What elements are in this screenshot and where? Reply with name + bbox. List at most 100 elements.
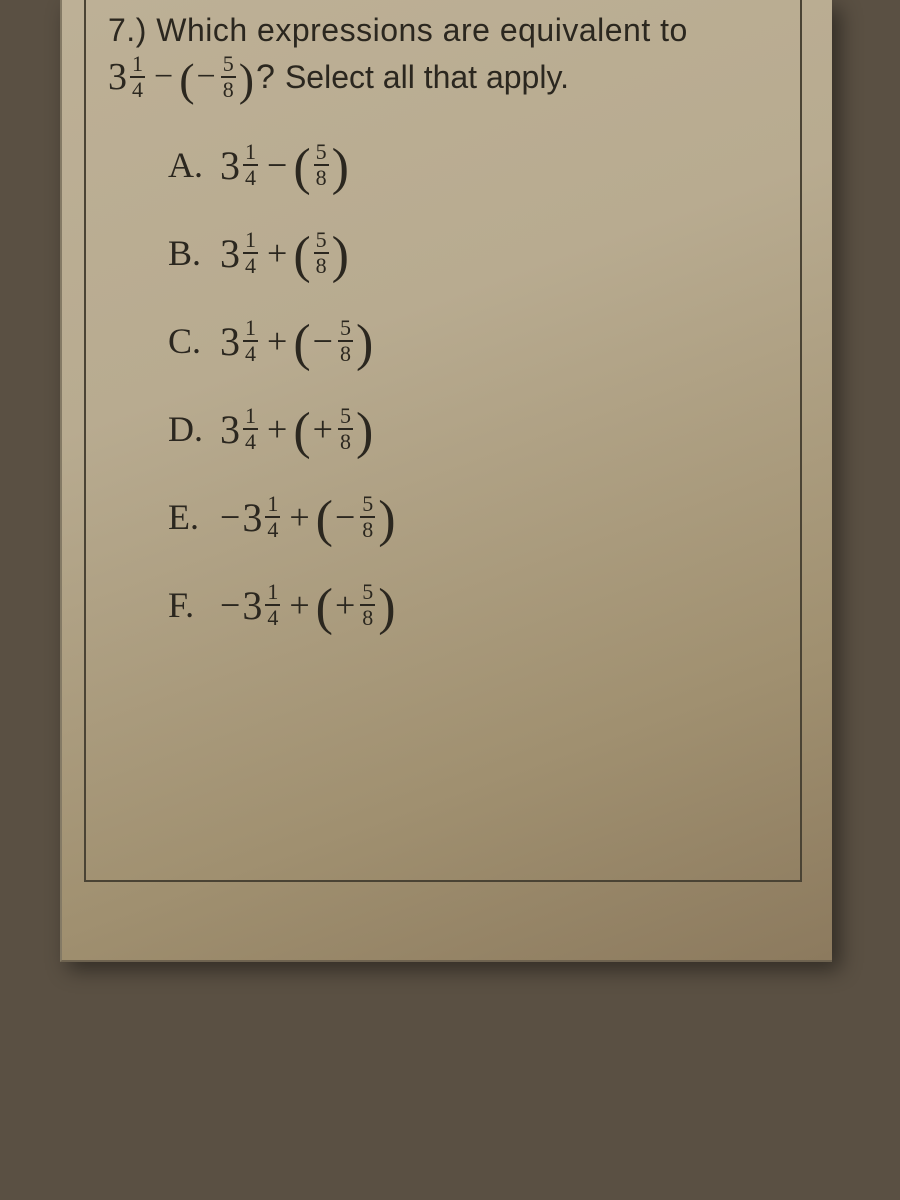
choice-label: E. xyxy=(168,496,220,538)
question-content: 7.) Which expressions are equivalent to … xyxy=(86,0,800,629)
question-expression: 3 1 4 − ( − 5 8 ) ? xyxy=(108,53,275,101)
paren-sign: + xyxy=(313,408,333,450)
choice-fraction: 14 xyxy=(243,405,258,453)
choice-whole: 3 xyxy=(220,318,240,365)
choice-expression: 314+(58) xyxy=(220,229,349,277)
choice-den: 4 xyxy=(265,607,280,629)
paren-sign: − xyxy=(313,320,333,362)
choice-fraction: 14 xyxy=(243,317,258,365)
choice-label: F. xyxy=(168,584,220,626)
choice-fraction: 14 xyxy=(243,141,258,189)
paren-den: 8 xyxy=(360,519,375,541)
choice-whole: 3 xyxy=(242,494,262,541)
lparen: ( xyxy=(293,152,310,183)
choice-expression: 314+(−58) xyxy=(220,317,373,365)
choice-fraction: 14 xyxy=(243,229,258,277)
choice-op: + xyxy=(267,408,287,450)
paren-fraction: 58 xyxy=(360,581,375,629)
choice-den: 4 xyxy=(243,343,258,365)
choice-op: + xyxy=(267,320,287,362)
question-number: 7.) xyxy=(108,12,147,48)
paren-num: 5 xyxy=(338,405,353,427)
paren-fraction: 58 xyxy=(360,493,375,541)
choice-fraction: 14 xyxy=(265,581,280,629)
paren-den: 8 xyxy=(338,431,353,453)
question-frame: 7.) Which expressions are equivalent to … xyxy=(84,0,802,882)
choice-op: + xyxy=(267,232,287,274)
lhs-num: 1 xyxy=(130,53,145,75)
worksheet-page: 7.) Which expressions are equivalent to … xyxy=(60,0,832,962)
choice-den: 4 xyxy=(243,255,258,277)
choice-row: A.314−(58) xyxy=(168,141,774,189)
lparen: ( xyxy=(293,328,310,359)
paren-num: 5 xyxy=(360,581,375,603)
rparen: ) xyxy=(332,152,349,183)
rparen: ) xyxy=(378,504,395,535)
rparen: ) xyxy=(356,328,373,359)
choice-num: 1 xyxy=(265,493,280,515)
paren-sign: − xyxy=(335,496,355,538)
choice-num: 1 xyxy=(243,229,258,251)
question-mark: ? xyxy=(256,58,275,97)
paren-num: 5 xyxy=(314,229,329,251)
leading-sign: − xyxy=(220,584,240,626)
paren-num: 5 xyxy=(360,493,375,515)
leading-sign: − xyxy=(220,496,240,538)
rparen: ) xyxy=(239,66,254,94)
paren-fraction: 58 xyxy=(338,405,353,453)
choice-row: F.−314+(+58) xyxy=(168,581,774,629)
choice-den: 4 xyxy=(265,519,280,541)
lparen: ( xyxy=(316,504,333,535)
choice-whole: 3 xyxy=(220,142,240,189)
choice-num: 1 xyxy=(243,141,258,163)
lparen: ( xyxy=(179,66,194,94)
choice-den: 4 xyxy=(243,167,258,189)
rparen: ) xyxy=(378,592,395,623)
lhs-whole: 3 xyxy=(108,55,127,99)
rparen: ) xyxy=(332,240,349,271)
inner-fraction: 5 8 xyxy=(221,53,236,101)
choice-fraction: 14 xyxy=(265,493,280,541)
choice-label: D. xyxy=(168,408,220,450)
choice-whole: 3 xyxy=(220,230,240,277)
choice-num: 1 xyxy=(243,317,258,339)
choice-expression: 314−(58) xyxy=(220,141,349,189)
paren-den: 8 xyxy=(338,343,353,365)
question-line1: 7.) Which expressions are equivalent to xyxy=(108,12,774,49)
choice-label: B. xyxy=(168,232,220,274)
paren-sign: + xyxy=(335,584,355,626)
rparen: ) xyxy=(356,416,373,447)
question-text-1: Which expressions are equivalent to xyxy=(156,12,688,48)
paren-fraction: 58 xyxy=(338,317,353,365)
inner-num: 5 xyxy=(221,53,236,75)
choice-expression: 314+(+58) xyxy=(220,405,373,453)
choice-row: E.−314+(−58) xyxy=(168,493,774,541)
outer-op: − xyxy=(154,58,173,96)
paren-sign: − xyxy=(197,58,216,96)
paren-den: 8 xyxy=(314,255,329,277)
lparen: ( xyxy=(293,416,310,447)
lparen: ( xyxy=(293,240,310,271)
paren-den: 8 xyxy=(360,607,375,629)
choice-label: C. xyxy=(168,320,220,362)
choice-op: + xyxy=(289,584,309,626)
choice-whole: 3 xyxy=(242,582,262,629)
paren-num: 5 xyxy=(338,317,353,339)
inner-den: 8 xyxy=(221,79,236,101)
choice-expression: −314+(+58) xyxy=(220,581,396,629)
choice-row: B.314+(58) xyxy=(168,229,774,277)
choices-list: A.314−(58)B.314+(58)C.314+(−58)D.314+(+5… xyxy=(168,141,774,629)
question-tail: Select all that apply. xyxy=(285,59,569,96)
choice-row: D.314+(+58) xyxy=(168,405,774,453)
paren-fraction: 58 xyxy=(314,141,329,189)
choice-op: − xyxy=(267,144,287,186)
choice-op: + xyxy=(289,496,309,538)
choice-row: C.314+(−58) xyxy=(168,317,774,365)
lparen: ( xyxy=(316,592,333,623)
lhs-fraction: 1 4 xyxy=(130,53,145,101)
choice-expression: −314+(−58) xyxy=(220,493,396,541)
lhs-den: 4 xyxy=(130,79,145,101)
paren-num: 5 xyxy=(314,141,329,163)
paren-fraction: 58 xyxy=(314,229,329,277)
choice-den: 4 xyxy=(243,431,258,453)
